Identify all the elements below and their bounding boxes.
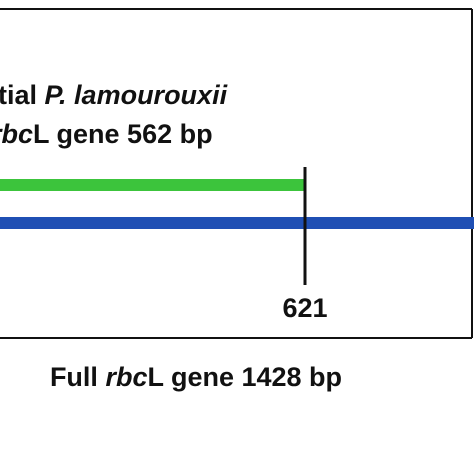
- partial-gene-bar: [0, 179, 305, 191]
- full-gene-bar: [0, 217, 474, 229]
- species-name: P. lamourouxii: [45, 80, 228, 110]
- text-part: tial: [0, 80, 45, 110]
- gene-name: rbc: [105, 362, 147, 392]
- partial-label-line1: tial P. lamourouxii: [0, 80, 228, 110]
- full-label: Full rbcL gene 1428 bp: [50, 362, 342, 392]
- position-label: 621: [282, 293, 327, 323]
- text-part: L gene 1428 bp: [147, 362, 342, 392]
- text-part: Full: [50, 362, 106, 392]
- partial-label-line2: rbcL gene 562 bp: [0, 119, 213, 149]
- text-part: L gene 562 bp: [33, 119, 213, 149]
- gene-name: rbc: [0, 119, 33, 149]
